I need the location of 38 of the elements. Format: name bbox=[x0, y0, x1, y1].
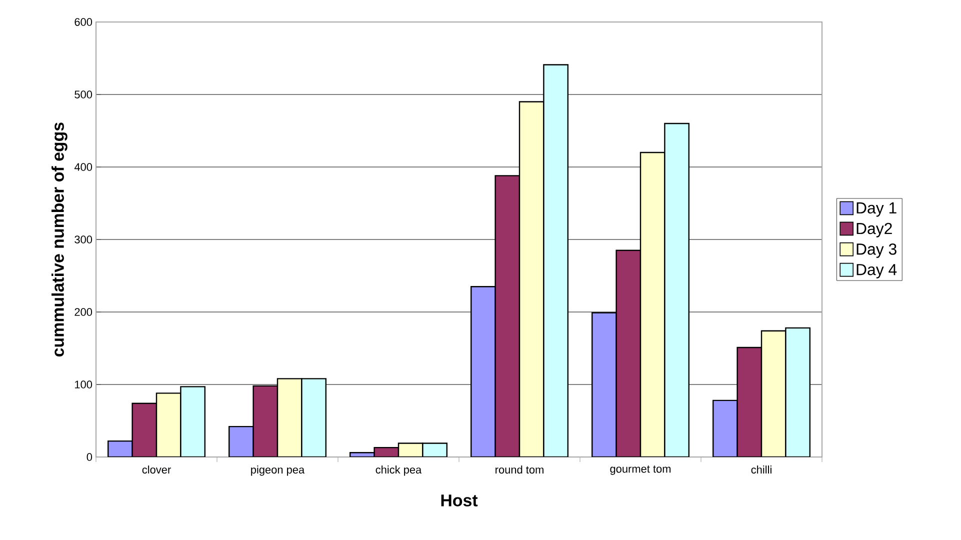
bar bbox=[520, 102, 544, 457]
y-tick-label: 400 bbox=[74, 163, 92, 171]
bar bbox=[302, 378, 326, 457]
bar bbox=[736, 346, 762, 457]
bar bbox=[760, 330, 786, 457]
y-tick-label: 0 bbox=[86, 453, 92, 461]
x-tick-label: pigeon pea bbox=[251, 466, 305, 476]
bar bbox=[640, 152, 665, 457]
bar bbox=[785, 327, 810, 457]
bar bbox=[156, 393, 181, 457]
bar bbox=[229, 426, 254, 457]
bar bbox=[664, 124, 689, 457]
bar bbox=[544, 64, 568, 457]
bar bbox=[471, 286, 496, 457]
x-axis-title: Host bbox=[441, 494, 478, 506]
x-tick-label: chilli bbox=[751, 466, 772, 474]
legend-label: Day2 bbox=[856, 222, 892, 238]
y-tick-label: 600 bbox=[74, 18, 92, 26]
x-tick-label: round tom bbox=[496, 466, 544, 474]
bar bbox=[712, 400, 738, 457]
y-tick-label: 300 bbox=[74, 236, 92, 244]
x-tick-label: clover bbox=[142, 466, 171, 474]
y-tick-label: 200 bbox=[74, 308, 92, 316]
legend-label: Day 3 bbox=[856, 244, 896, 258]
legend-label: Day 4 bbox=[856, 264, 897, 278]
bar bbox=[495, 176, 520, 457]
bar bbox=[253, 386, 278, 457]
y-axis-title: cummulative number of eggs bbox=[52, 122, 68, 356]
y-tick-label: 500 bbox=[74, 90, 92, 98]
bar bbox=[132, 403, 156, 457]
x-tick-label: chick pea bbox=[376, 466, 422, 476]
bar bbox=[278, 378, 302, 457]
x-tick-label: gourmet tom bbox=[610, 466, 671, 475]
legend-label: Day 1 bbox=[856, 202, 896, 217]
bar bbox=[616, 250, 640, 457]
y-tick-label: 100 bbox=[75, 380, 92, 388]
bar bbox=[592, 312, 616, 457]
bar bbox=[180, 386, 205, 457]
